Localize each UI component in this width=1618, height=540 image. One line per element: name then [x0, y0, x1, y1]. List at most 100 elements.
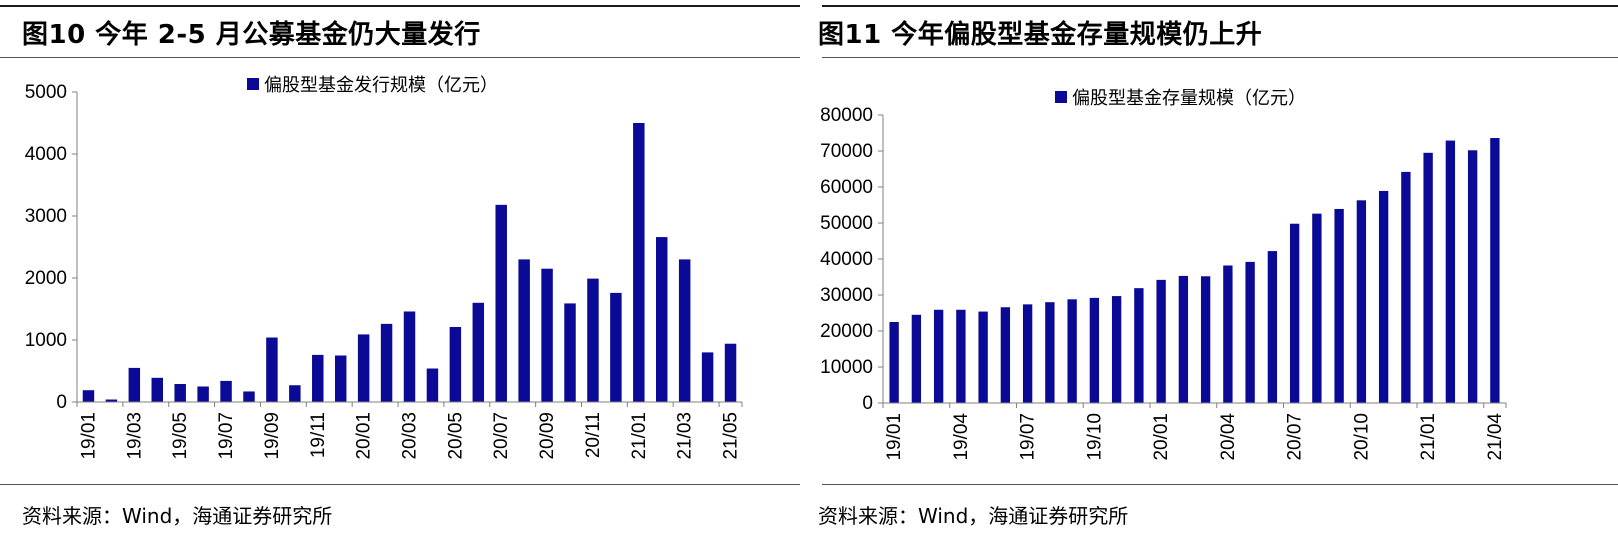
source-note: 资料来源：Wind，海通证券研究所: [22, 504, 333, 528]
bar-20-12: [610, 292, 622, 402]
figure-10-panel: 图10 今年 2-5 月公募基金仍大量发行 偏股型基金发行规模（亿元） 0 100…: [0, 0, 800, 540]
bar-20-02: [380, 323, 393, 402]
bar-19-07: [220, 380, 232, 402]
bar-21-03: [678, 259, 691, 402]
stock-size-bar-chart: 偏股型基金存量规模（亿元） 0 10000 20000 30000 40000 50000…: [820, 88, 1507, 461]
y-tick-label: 3000: [25, 206, 67, 227]
y-tick-label: 30000: [820, 285, 873, 306]
bar-19-11: [1111, 296, 1122, 403]
x-tick-label: 20/07: [1285, 413, 1306, 461]
bar-19-02: [105, 399, 118, 402]
bar-19-01: [889, 322, 899, 403]
x-tick-label: 19/01: [78, 412, 99, 460]
y-tick-label: 5000: [25, 82, 67, 103]
title-rule: [822, 57, 1618, 58]
y-tick-label: 70000: [820, 141, 873, 162]
top-rule: [822, 5, 1618, 7]
bar-20-05: [449, 326, 462, 402]
bar-19-05: [174, 384, 186, 402]
bar-19-09: [266, 337, 278, 402]
bar-21-02: [1445, 140, 1456, 403]
x-tick-label: 21/05: [721, 412, 742, 460]
bar-19-04: [151, 377, 163, 402]
bars: [889, 138, 1500, 404]
bar-20-01: [357, 334, 370, 402]
bar-19-06: [1000, 307, 1011, 403]
figure-title: 图11 今年偏股型基金存量规模仍上升: [818, 20, 1263, 50]
bars: [82, 123, 737, 402]
legend-label: 偏股型基金发行规模（亿元）: [264, 75, 498, 96]
y-tick-label: 80000: [820, 105, 873, 126]
bar-19-03: [933, 309, 944, 403]
x-axis: 19/01 19/03 19/05 19/07 19/09 19/11 20/01 20/03…: [76, 401, 743, 460]
x-tick-label: 20/09: [537, 412, 558, 460]
bar-20-04: [426, 368, 439, 402]
issuance-bar-chart: 偏股型基金发行规模（亿元） 0 1000 2000 3000 4000 5000 19/0…: [25, 75, 743, 460]
bar-19-01: [82, 390, 95, 402]
bar-19-10: [289, 385, 301, 402]
bar-20-09: [541, 268, 553, 402]
bar-20-08: [518, 259, 530, 402]
bar-20-08: [1312, 213, 1322, 403]
y-axis: 0 10000 20000 30000 40000 50000 60000 70000 8000…: [820, 105, 884, 414]
x-tick-label: 19/09: [262, 412, 283, 460]
x-tick-label: 19/07: [216, 412, 237, 460]
x-tick-label: 20/10: [1351, 413, 1372, 461]
y-tick-label: 50000: [820, 213, 873, 234]
bar-20-06: [472, 302, 485, 402]
x-tick-label: 19/05: [170, 412, 191, 460]
bar-20-10: [1356, 200, 1367, 403]
bar-21-05: [724, 343, 737, 402]
bar-19-03: [128, 367, 141, 402]
y-tick-label: 4000: [25, 144, 67, 165]
bar-19-06: [197, 386, 209, 402]
x-tick-label: 20/04: [1218, 413, 1239, 461]
bottom-rule: [822, 484, 1618, 485]
bar-20-03: [1200, 276, 1211, 403]
bottom-rule: [0, 484, 800, 485]
legend: 偏股型基金存量规模（亿元）: [1055, 88, 1306, 109]
bar-20-06: [1267, 251, 1278, 403]
bar-20-11: [1378, 190, 1389, 403]
x-tick-label: 20/01: [1151, 413, 1172, 461]
bar-20-12: [1401, 171, 1411, 403]
bar-19-11: [312, 354, 324, 402]
bar-19-02: [911, 314, 922, 403]
x-tick-label: 20/03: [400, 412, 421, 460]
x-tick-label: 19/01: [884, 413, 905, 461]
x-tick-label: 20/07: [491, 412, 512, 460]
bar-21-02: [656, 237, 668, 402]
x-tick-label: 21/01: [629, 412, 650, 460]
legend-swatch: [247, 78, 259, 90]
title-rule: [0, 57, 800, 58]
bar-21-04: [701, 352, 714, 402]
bar-20-07: [495, 204, 507, 402]
bar-21-03: [1467, 150, 1478, 403]
bar-19-09: [1067, 299, 1077, 403]
bar-20-10: [564, 303, 576, 402]
x-tick-label: 20/11: [583, 412, 604, 458]
bar-20-09: [1334, 208, 1344, 403]
x-tick-label: 21/01: [1418, 413, 1439, 461]
x-tick-label: 20/01: [354, 412, 375, 460]
figure-11-panel: 图11 今年偏股型基金存量规模仍上升 偏股型基金存量规模（亿元） 0 10000 2…: [818, 0, 1618, 540]
y-tick-label: 1000: [25, 330, 67, 351]
bar-20-05: [1245, 261, 1255, 403]
x-tick-label: 19/10: [1084, 413, 1105, 461]
y-tick-label: 10000: [820, 357, 873, 378]
legend: 偏股型基金发行规模（亿元）: [247, 75, 498, 96]
bar-20-01: [1156, 279, 1166, 403]
legend-swatch: [1055, 91, 1067, 103]
y-tick-label: 0: [862, 393, 873, 414]
bar-19-10: [1089, 297, 1100, 403]
bar-21-01: [633, 123, 645, 402]
top-rule: [0, 5, 800, 7]
x-tick-label: 19/04: [951, 413, 972, 461]
bar-19-12: [334, 355, 347, 402]
bar-20-03: [403, 311, 416, 402]
x-tick-label: 21/04: [1485, 413, 1506, 461]
y-tick-label: 60000: [820, 177, 873, 198]
source-note: 资料来源：Wind，海通证券研究所: [818, 504, 1129, 528]
bar-21-04: [1490, 138, 1500, 404]
x-tick-label: 20/05: [445, 412, 466, 460]
